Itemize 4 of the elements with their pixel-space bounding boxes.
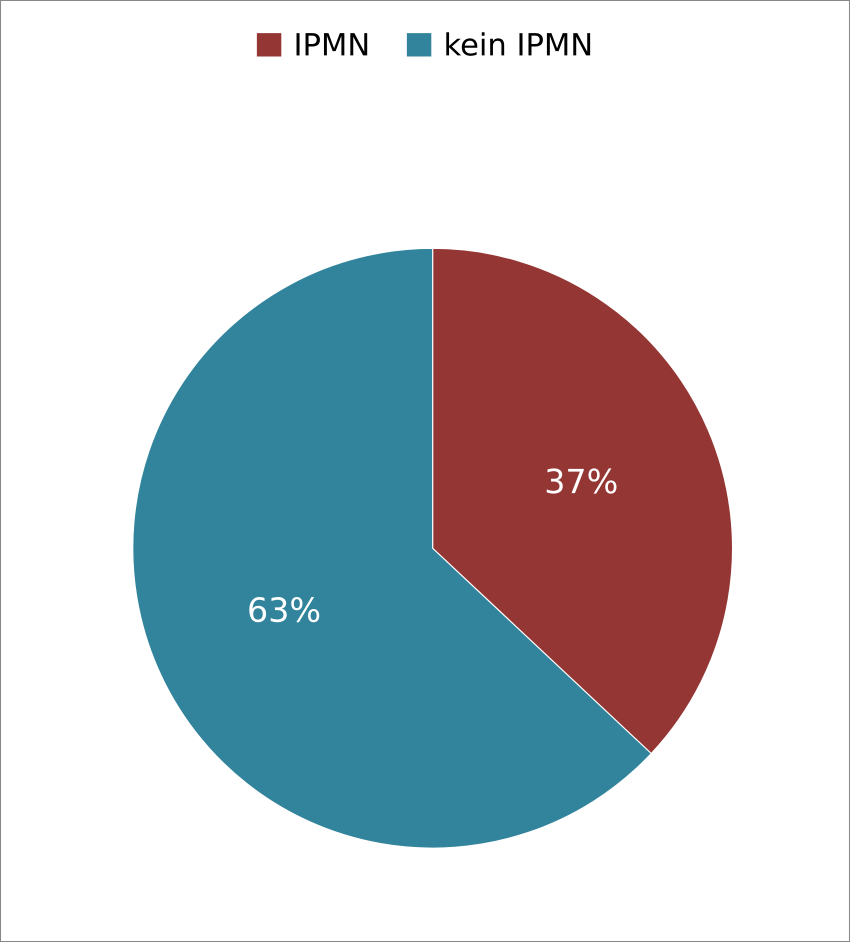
data-label: 37% bbox=[546, 468, 616, 494]
legend-label: kein IPMN bbox=[446, 32, 590, 56]
legend-label: IPMN bbox=[296, 33, 368, 56]
data-label: 63% bbox=[249, 597, 320, 622]
